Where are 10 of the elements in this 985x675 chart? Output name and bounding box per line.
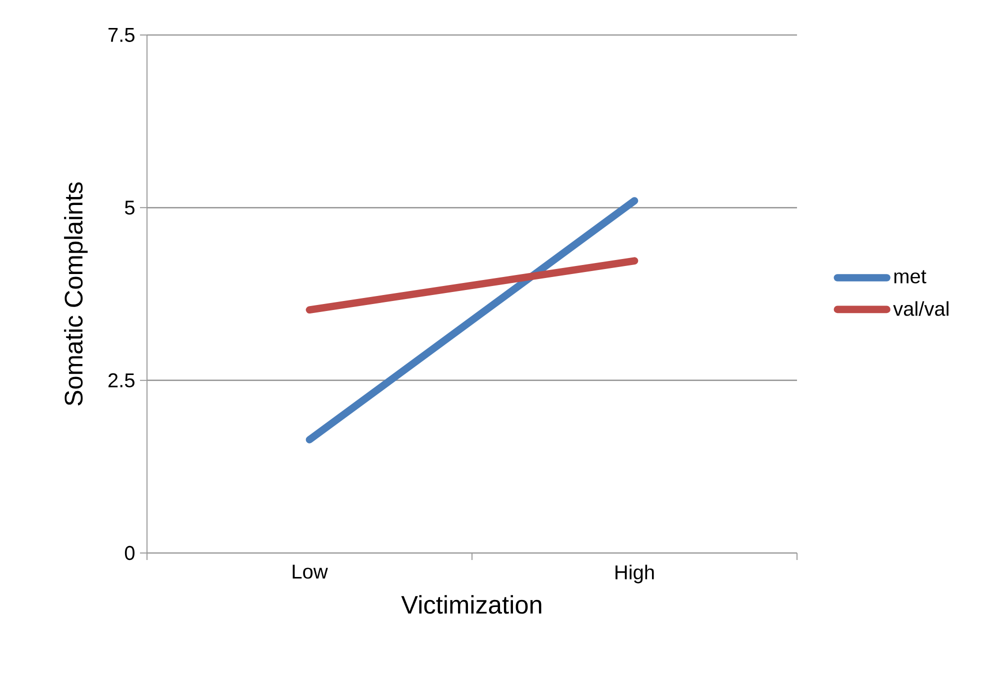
legend-label: met xyxy=(894,270,926,284)
y-tick-label: 0 xyxy=(124,546,134,560)
y-tick-label: 7.5 xyxy=(108,28,134,42)
y-axis-title: Somatic Complaints xyxy=(64,182,88,406)
x-axis-title: Victimization xyxy=(401,595,542,614)
legend-label: val/val xyxy=(893,301,948,316)
x-tick-label: Low xyxy=(292,564,328,579)
y-tick-label: 5 xyxy=(124,200,134,215)
y-tick-label: 2.5 xyxy=(108,373,134,388)
x-tick-label: High xyxy=(616,564,654,584)
